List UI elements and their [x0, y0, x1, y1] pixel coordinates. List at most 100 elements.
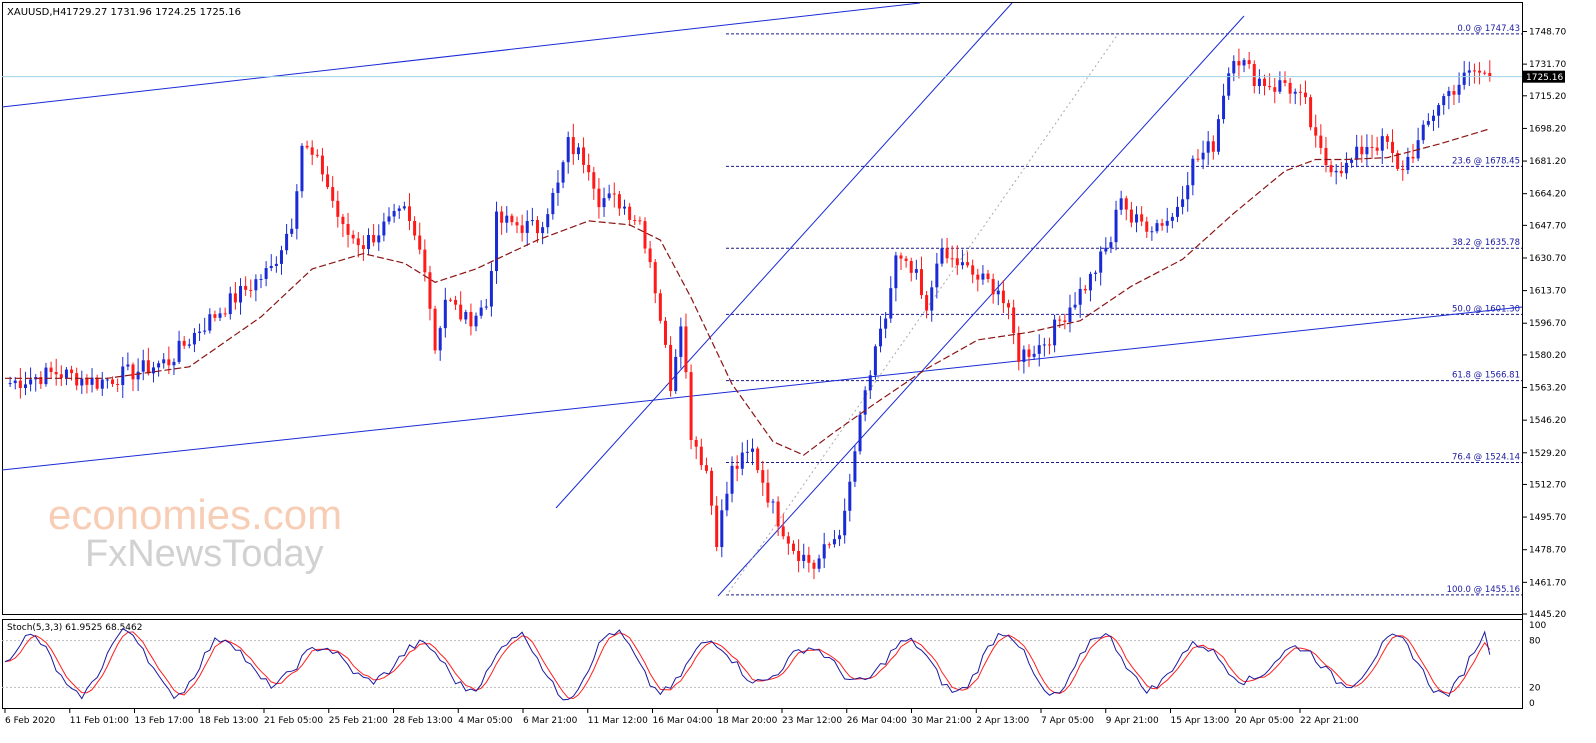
- candle-body: [1042, 344, 1046, 346]
- candle-body: [1329, 165, 1333, 173]
- candle-body: [653, 262, 657, 294]
- candle-body: [1303, 92, 1307, 98]
- candle-body: [320, 155, 324, 175]
- candle-body: [1355, 146, 1359, 160]
- candle-body: [126, 364, 130, 367]
- candle-body: [80, 378, 84, 386]
- candle-body: [1365, 146, 1369, 155]
- time-tick-label: 11 Mar 12:00: [588, 716, 648, 726]
- candle-body: [1165, 220, 1169, 226]
- ohlc-readout: 1729.27 1731.96 1724.25 1725.16: [66, 7, 241, 18]
- candle-body: [1385, 136, 1389, 142]
- candle-body: [863, 390, 867, 415]
- candle-body: [382, 221, 386, 236]
- candle-body: [1170, 216, 1174, 221]
- candle-body: [1094, 272, 1098, 274]
- candle-body: [489, 271, 493, 307]
- candle-body: [1273, 87, 1277, 92]
- candle-body: [1017, 333, 1021, 362]
- price-tick-label: 1715.20: [1529, 92, 1566, 102]
- watermark-economies: economies.com: [48, 491, 342, 538]
- fib-level-label: 38.2 @ 1635.78: [1452, 238, 1520, 248]
- price-marker-label: 1725.16: [1526, 73, 1563, 83]
- candle-body: [648, 248, 652, 263]
- candle-body: [525, 221, 529, 233]
- trend-channel-lines[interactable]: [1, 2, 1523, 597]
- candle-body: [1186, 185, 1190, 200]
- candle-body: [351, 234, 355, 239]
- candle-body: [500, 211, 504, 223]
- candle-body: [259, 278, 263, 280]
- candle-body: [930, 287, 934, 311]
- candle-body: [1462, 72, 1466, 85]
- candle-body: [1467, 70, 1471, 73]
- candle-body: [1278, 80, 1282, 92]
- fib-level-label: 23.6 @ 1678.45: [1452, 156, 1520, 166]
- price-tick-label: 1478.70: [1529, 546, 1566, 556]
- candle-body: [177, 340, 181, 362]
- candle-body: [23, 384, 27, 388]
- candle-body: [146, 360, 150, 374]
- candle-body: [1483, 72, 1487, 74]
- candle-body: [269, 265, 273, 269]
- trend-line[interactable]: [1, 2, 921, 108]
- candle-body: [1334, 170, 1338, 173]
- candle-body: [1053, 319, 1057, 346]
- candle-body: [551, 192, 555, 215]
- candle-body: [1339, 170, 1343, 174]
- candle-body: [367, 234, 371, 250]
- candle-body: [889, 288, 893, 319]
- stochastic-oscillator: Stoch(5,3,3) 61.9525 68.5462 100 80 20 0: [2, 621, 1546, 709]
- stoch-signal-line: [4, 631, 1491, 700]
- candle-body: [884, 318, 888, 329]
- candle-body: [684, 326, 688, 373]
- candle-body: [571, 137, 575, 155]
- time-tick-label: 30 Mar 21:00: [912, 716, 972, 726]
- candle-body: [1160, 223, 1164, 226]
- trend-line[interactable]: [1, 306, 1523, 471]
- trend-line[interactable]: [717, 15, 1245, 597]
- candle-body: [561, 162, 565, 183]
- fibonacci-retracement[interactable]: 0.0 @ 1747.43 23.6 @ 1678.45 38.2 @ 1635.7…: [726, 24, 1522, 596]
- candle-body: [356, 238, 360, 246]
- time-tick-label: 21 Feb 05:00: [264, 716, 323, 726]
- candle-body: [39, 377, 43, 385]
- candle-body: [1472, 70, 1476, 72]
- trend-line[interactable]: [555, 2, 1013, 509]
- candle-body: [1216, 119, 1220, 152]
- candle-body: [464, 311, 468, 320]
- price-tick-label: 1495.70: [1529, 513, 1566, 523]
- candle-body: [54, 371, 58, 375]
- stoch-tick-label: 0: [1529, 699, 1535, 709]
- candle-body: [914, 269, 918, 273]
- candle-body: [848, 481, 852, 511]
- candle-body: [85, 378, 89, 385]
- candle-body: [838, 535, 842, 540]
- candle-body: [812, 562, 816, 569]
- candle-body: [131, 364, 135, 380]
- candle-body: [797, 550, 801, 562]
- watermark-fxnewstoday: FxNewsToday: [85, 533, 324, 575]
- candle-body: [448, 299, 452, 301]
- candle-body: [899, 255, 903, 259]
- candle-body: [950, 258, 954, 260]
- candle-body: [1247, 60, 1251, 65]
- candle-body: [1447, 91, 1451, 97]
- candle-body: [1119, 198, 1123, 210]
- candle-body: [1232, 61, 1236, 74]
- time-tick-label: 13 Feb 17:00: [135, 716, 194, 726]
- candle-body: [740, 452, 744, 469]
- candle-body: [18, 380, 22, 388]
- fib-level-label: 61.8 @ 1566.81: [1452, 371, 1520, 381]
- time-tick-label: 6 Feb 2020: [5, 716, 56, 726]
- candle-body: [1206, 141, 1210, 153]
- candle-body: [756, 448, 760, 471]
- time-tick-label: 7 Apr 05:00: [1041, 716, 1094, 726]
- candle-body: [1411, 156, 1415, 159]
- time-tick-label: 18 Feb 13:00: [199, 716, 258, 726]
- candle-body: [781, 526, 785, 537]
- candle-body: [725, 493, 729, 511]
- price-tick-label: 1613.70: [1529, 287, 1566, 297]
- candle-body: [669, 344, 673, 392]
